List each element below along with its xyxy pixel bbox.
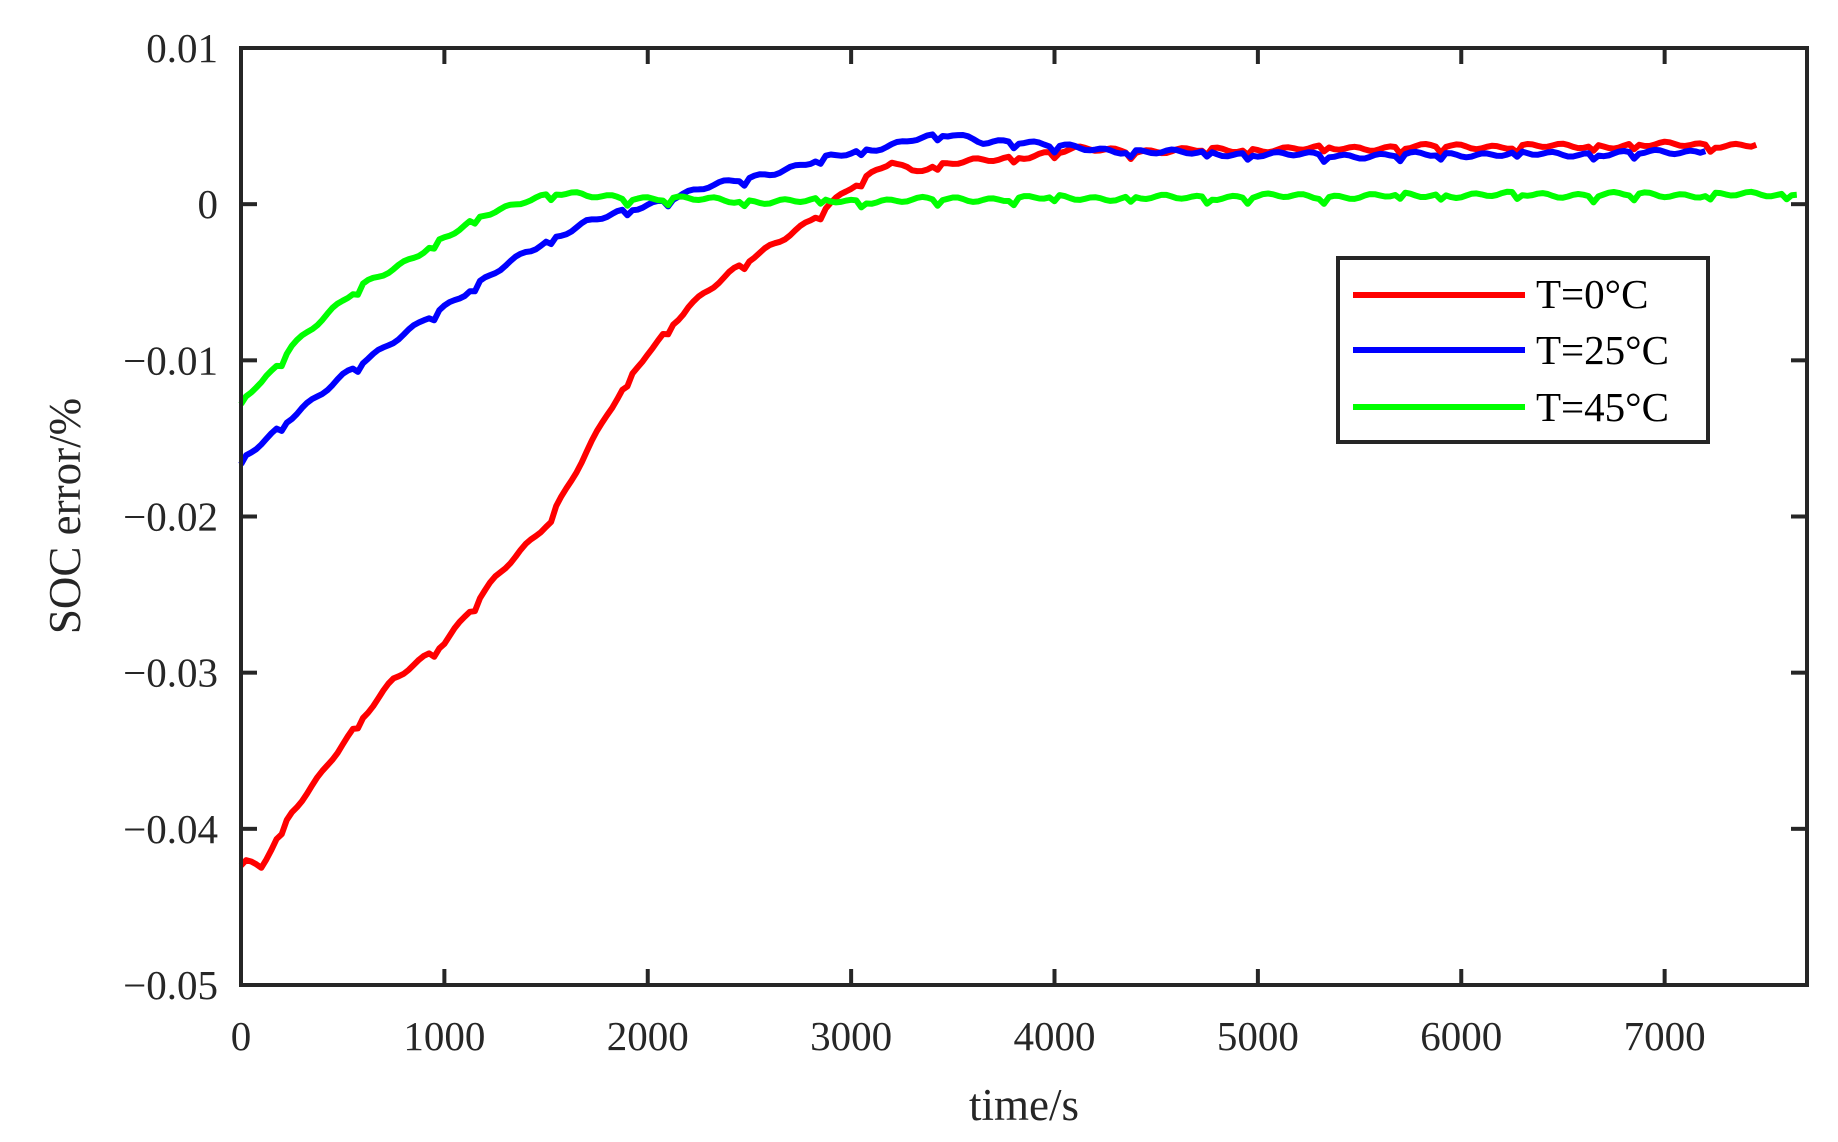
y-tick-label: 0: [198, 181, 219, 227]
x-axis-ticks: 0 1000 2000 3000 4000 5000 6000 7000: [231, 48, 1706, 1059]
x-tick-label: 4000: [1014, 1013, 1096, 1059]
x-tick-label: 2000: [607, 1013, 689, 1059]
series-line: [238, 131, 1707, 466]
x-tick-label: 1000: [403, 1013, 485, 1059]
x-tick-label: 6000: [1420, 1013, 1502, 1059]
y-tick-label: −0.02: [123, 494, 218, 540]
y-tick-label: −0.03: [123, 650, 218, 696]
legend: T=0°C T=25°C T=45°C: [1336, 256, 1710, 444]
y-axis-ticks: 0.01 0 −0.01 −0.02 −0.03 −0.04 −0.05: [123, 25, 1807, 1008]
x-tick-label: 3000: [810, 1013, 892, 1059]
y-tick-label: −0.01: [123, 337, 218, 383]
x-tick-label: 5000: [1217, 1013, 1299, 1059]
series-layer: [238, 131, 1798, 871]
legend-label-45c: T=45°C: [1536, 384, 1669, 430]
legend-label-25c: T=25°C: [1536, 327, 1669, 373]
y-tick-label: −0.05: [123, 962, 218, 1008]
legend-label-0c: T=0°C: [1536, 271, 1648, 317]
y-axis-label: SOC error/%: [40, 398, 90, 634]
y-tick-label: −0.04: [123, 806, 218, 852]
x-axis-label: time/s: [969, 1080, 1079, 1130]
series-line: [238, 138, 1758, 871]
x-tick-label: 7000: [1624, 1013, 1706, 1059]
x-tick-label: 0: [231, 1013, 252, 1059]
series-line: [238, 188, 1798, 406]
y-tick-label: 0.01: [146, 25, 218, 71]
